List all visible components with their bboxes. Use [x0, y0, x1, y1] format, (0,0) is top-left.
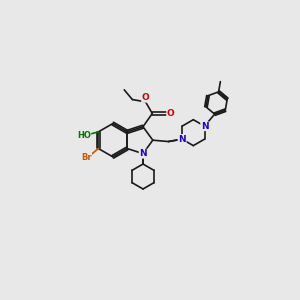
Text: N: N — [178, 135, 186, 144]
Text: O: O — [167, 109, 175, 118]
Text: N: N — [139, 149, 147, 158]
Text: HO: HO — [77, 131, 91, 140]
Text: Br: Br — [81, 153, 92, 162]
Text: N: N — [201, 122, 208, 131]
Text: N: N — [178, 135, 186, 144]
Text: O: O — [142, 93, 149, 102]
